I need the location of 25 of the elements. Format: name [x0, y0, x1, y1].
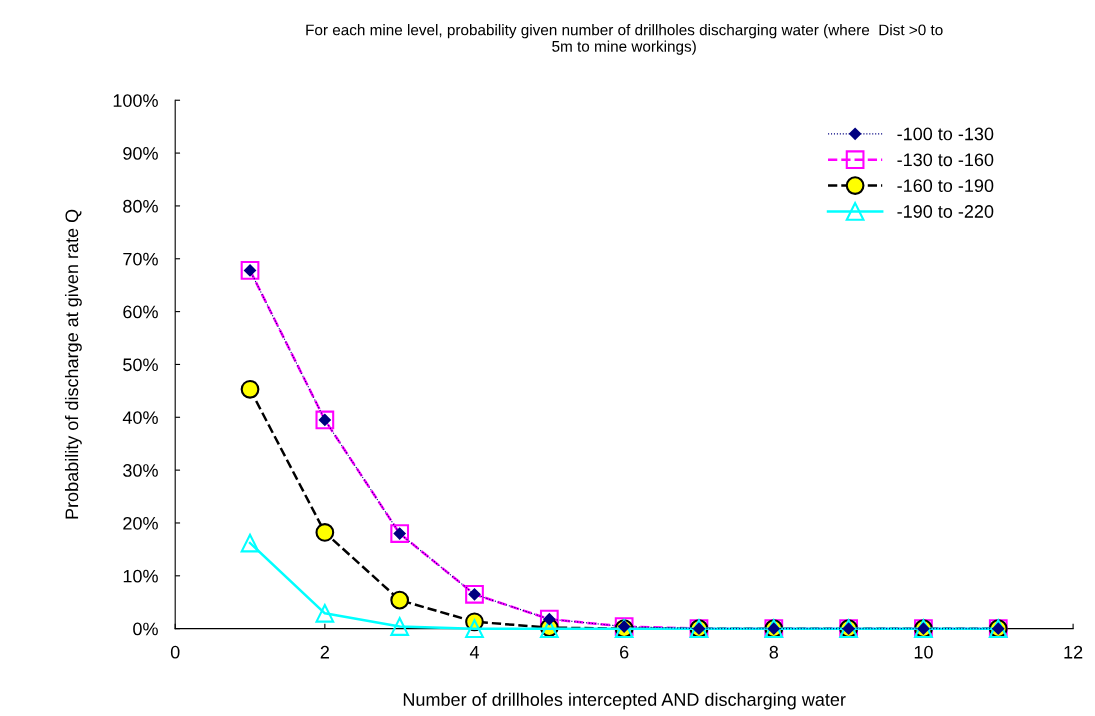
x-tick-label: 12 — [1064, 645, 1083, 659]
x-axis-title: Number of drillholes intercepted AND discharging water — [403, 692, 846, 710]
y-tick-label: 10% — [123, 569, 158, 583]
y-tick-label: 30% — [123, 464, 158, 477]
x-tick-label: 2 — [320, 645, 329, 659]
y-tick-label: 0% — [133, 622, 158, 636]
x-tick-label: 0 — [170, 645, 180, 659]
y-axis-title: Probability of discharge at given rate Q — [64, 209, 82, 519]
y-tick-label: 100% — [113, 94, 158, 107]
chart-title: For each mine level, probability given number of drillholes discharging water (where Dist >0 to 5m to mine workings) — [306, 24, 943, 55]
y-tick-label: 40% — [122, 411, 158, 424]
legend-label: -190 to -220 — [897, 205, 994, 218]
y-tick-label: 70% — [123, 252, 158, 266]
legend-label: -130 to -160 — [897, 153, 994, 167]
y-tick-label: 50% — [123, 358, 158, 372]
x-tick-label: 10 — [914, 645, 933, 659]
y-tick-label: 60% — [123, 305, 158, 319]
x-tick-label: 4 — [469, 645, 479, 659]
y-tick-label: 90% — [123, 147, 158, 160]
x-tick-label: 8 — [769, 645, 779, 659]
x-tick-label: 6 — [620, 645, 629, 659]
y-tick-label: 80% — [123, 199, 158, 213]
legend-label: -160 to -190 — [897, 179, 994, 193]
legend-label: -100 to -130 — [897, 127, 994, 141]
y-tick-label: 20% — [123, 516, 158, 530]
